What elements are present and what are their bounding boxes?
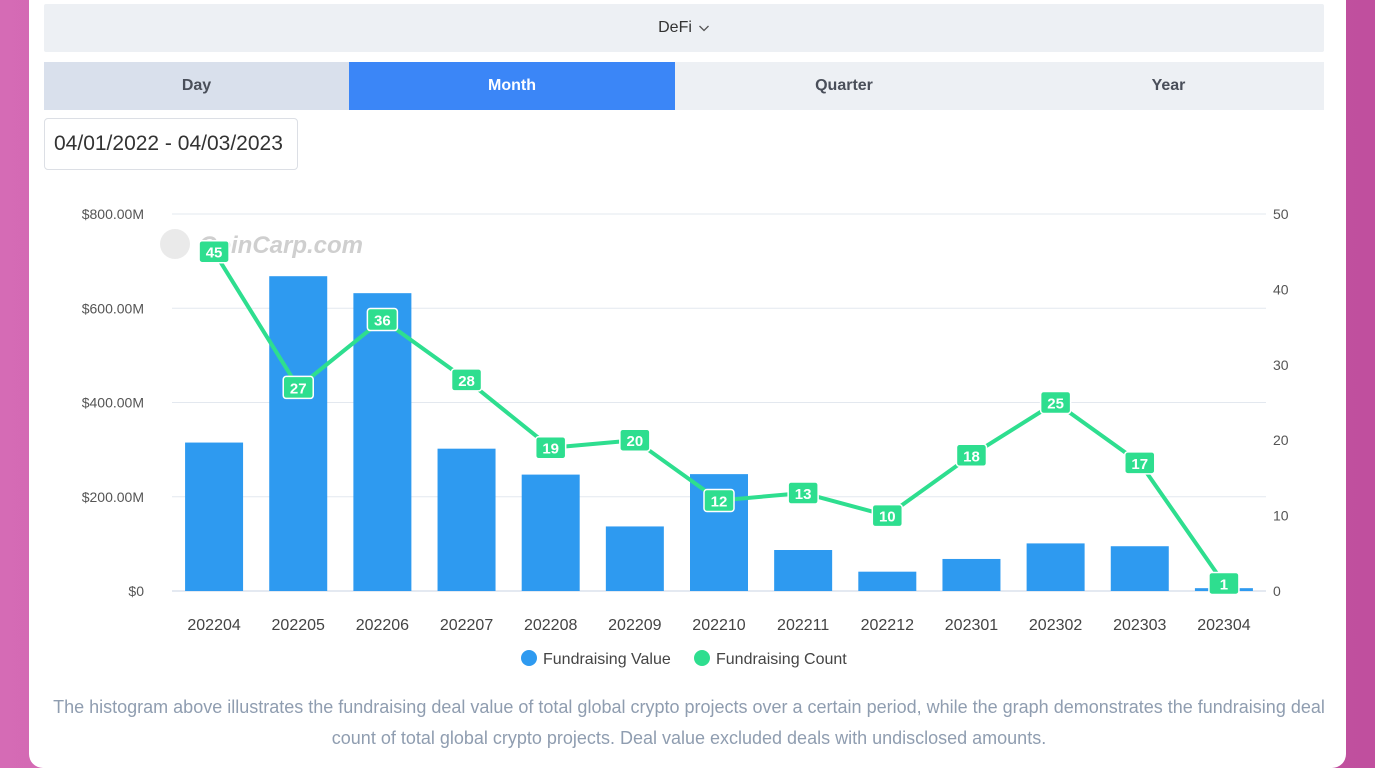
data-label-box — [703, 488, 735, 513]
bar — [942, 558, 1001, 591]
data-label: 18 — [963, 448, 980, 465]
watermark-logo — [160, 229, 190, 259]
data-label: 17 — [1131, 456, 1148, 473]
period-tabs: Day Month Quarter Year — [44, 62, 1324, 110]
data-label-box — [619, 428, 651, 452]
tab-day[interactable]: Day — [44, 62, 349, 110]
tab-month[interactable]: Month — [349, 62, 675, 110]
data-label-box — [1039, 390, 1072, 415]
legend-value-marker — [521, 650, 537, 666]
x-tick-label: 202205 — [272, 617, 325, 634]
x-tick-label: 202301 — [945, 617, 998, 634]
y-right-tick-label: 50 — [1273, 206, 1289, 222]
x-tick-label: 202206 — [356, 617, 409, 634]
legend-count-marker — [694, 650, 710, 666]
data-label-box — [366, 307, 399, 332]
bar — [774, 550, 833, 591]
chevron-down-icon — [698, 25, 709, 32]
bar — [269, 276, 328, 591]
x-tick-label: 202210 — [692, 617, 745, 634]
chart-description: The histogram above illustrates the fund… — [53, 697, 1325, 748]
legend-value-label: Fundraising Value — [543, 651, 671, 668]
y-right-tick-label: 30 — [1273, 357, 1289, 373]
category-label: DeFi — [658, 19, 692, 36]
data-label: 19 — [542, 441, 559, 458]
category-dropdown[interactable]: DeFi — [44, 4, 1324, 52]
data-label: 12 — [711, 494, 728, 511]
tab-year[interactable]: Year — [1013, 62, 1324, 110]
data-label-box — [198, 239, 230, 264]
y-right-tick-label: 20 — [1273, 432, 1289, 448]
y-left-tick-label: $800.00M — [82, 206, 144, 222]
bar — [437, 448, 496, 591]
y-left-tick-label: $0 — [128, 583, 144, 599]
y-left-tick-label: $400.00M — [82, 395, 144, 411]
legend-count-label: Fundraising Count — [716, 651, 847, 668]
data-label: 13 — [795, 486, 812, 503]
date-range-picker[interactable]: 04/01/2022 - 04/03/2023 — [44, 118, 298, 170]
data-label: 28 — [458, 373, 475, 390]
data-label-box — [282, 375, 314, 400]
y-right-tick-label: 40 — [1273, 281, 1289, 297]
data-label: 10 — [879, 509, 896, 526]
fundraising-chart: $0 $200.00M $400.00M $600.00M $800.00M 0 10 20 3… — [82, 206, 1289, 668]
data-label-box — [787, 481, 819, 505]
data-label: 25 — [1047, 396, 1064, 413]
x-tick-label: 202304 — [1197, 617, 1250, 634]
data-label: 27 — [290, 380, 307, 397]
data-label: 1 — [1220, 576, 1228, 593]
y-right-tick-label: 0 — [1273, 583, 1281, 599]
data-label: 20 — [627, 433, 644, 450]
data-label-box — [955, 443, 988, 468]
x-tick-label: 202303 — [1113, 617, 1166, 634]
bar — [605, 526, 664, 591]
x-tick-label: 202212 — [861, 617, 914, 634]
bar — [353, 293, 412, 591]
data-label-box — [534, 435, 567, 460]
data-label-box — [1124, 451, 1156, 475]
bar — [1026, 543, 1085, 591]
data-label-box — [450, 368, 483, 392]
data-label-box — [871, 503, 904, 528]
tab-quarter[interactable]: Quarter — [675, 62, 1013, 110]
data-label: 36 — [374, 313, 391, 330]
bar — [185, 442, 244, 591]
bar — [1110, 546, 1169, 591]
chart-card: DeFi Day Month Quarter Year 04/01/2022 -… — [29, 0, 1346, 768]
x-tick-label: 202209 — [608, 617, 661, 634]
bar — [521, 474, 580, 591]
x-tick-label: 202302 — [1029, 617, 1082, 634]
y-left-tick-label: $600.00M — [82, 300, 144, 316]
x-tick-label: 202211 — [777, 617, 829, 634]
data-label-box — [1208, 571, 1240, 596]
x-tick-label: 202204 — [187, 617, 240, 634]
y-right-tick-label: 10 — [1273, 508, 1289, 524]
data-label: 45 — [206, 245, 223, 262]
x-tick-label: 202208 — [524, 617, 577, 634]
x-tick-label: 202207 — [440, 617, 493, 634]
y-left-tick-label: $200.00M — [82, 489, 144, 505]
bar — [858, 571, 917, 591]
